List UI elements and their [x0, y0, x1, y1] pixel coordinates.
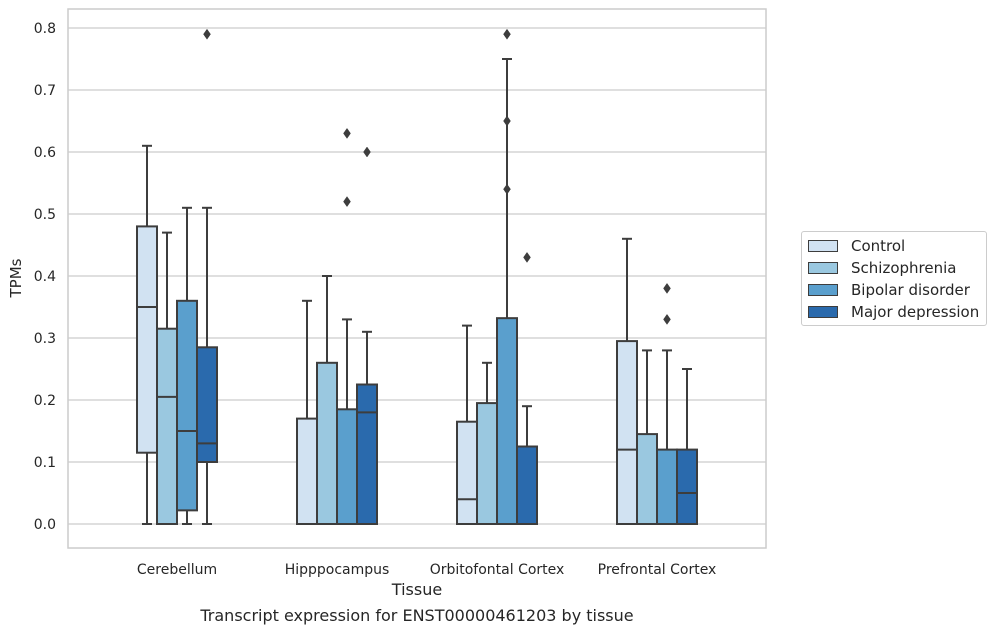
y-tick-label: 0.8 — [34, 21, 56, 37]
outlier-point — [503, 115, 511, 127]
box-bipolar-disorder — [176, 206, 198, 525]
box-major-depression — [356, 146, 378, 525]
box-body — [656, 448, 678, 526]
box-major-depression — [676, 368, 698, 526]
box-major-depression — [516, 251, 538, 525]
legend-item-major-depression: Major depression — [808, 302, 979, 322]
y-tick-label: 0.5 — [34, 207, 56, 223]
outlier-point — [663, 282, 671, 294]
box-body — [496, 317, 518, 525]
box-schizophrenia — [636, 349, 658, 526]
box-series — [136, 28, 698, 526]
x-tick-label: Cerebellum — [137, 562, 217, 578]
legend-swatch — [808, 306, 838, 318]
legend-label: Control — [851, 237, 906, 255]
box-control — [456, 324, 478, 526]
box-body — [456, 420, 478, 526]
box-body — [636, 433, 658, 526]
box-schizophrenia — [476, 361, 498, 526]
legend-swatch — [808, 240, 838, 252]
outlier-point — [363, 146, 371, 158]
x-tick-label: Prefrontal Cortex — [598, 562, 717, 578]
plot-frame — [67, 8, 767, 549]
box-bipolar-disorder — [656, 282, 678, 526]
box-body — [616, 340, 638, 525]
y-tick-label: 0.2 — [34, 393, 56, 409]
box-bipolar-disorder — [336, 127, 358, 525]
box-body — [316, 361, 338, 525]
box-body — [476, 402, 498, 526]
outlier-point — [343, 127, 351, 139]
legend-label: Bipolar disorder — [851, 281, 970, 299]
box-control — [616, 237, 638, 525]
box-schizophrenia — [156, 231, 178, 526]
legend-label: Major depression — [851, 303, 980, 321]
outlier-point — [503, 183, 511, 195]
box-body — [156, 327, 178, 526]
y-tick-label: 0.3 — [34, 331, 56, 347]
box-body — [676, 448, 698, 526]
legend-item-schizophrenia: Schizophrenia — [808, 258, 956, 278]
y-tick-label: 0.0 — [34, 517, 56, 533]
y-axis-ticks: 0.0 0.1 0.2 0.3 0.4 0.5 0.6 0.7 0.8 — [34, 21, 56, 533]
box-control — [136, 144, 158, 525]
x-axis-label: Tissue — [391, 580, 442, 599]
box-body — [136, 225, 158, 454]
box-body — [336, 408, 358, 525]
legend-item-control: Control — [808, 236, 905, 256]
y-axis-label: TPMs — [7, 258, 25, 298]
x-axis-ticks: Cerebellum Hipppocampus Orbitofontal Corte… — [137, 562, 716, 578]
legend-item-bipolar-disorder: Bipolar disorder — [808, 280, 970, 300]
y-tick-label: 0.1 — [34, 455, 56, 471]
legend-label: Schizophrenia — [851, 259, 957, 277]
y-tick-label: 0.7 — [34, 83, 56, 99]
box-bipolar-disorder — [496, 28, 518, 525]
box-control — [296, 299, 318, 526]
box-body — [196, 346, 218, 463]
y-tick-label: 0.6 — [34, 145, 56, 161]
outlier-point — [663, 313, 671, 325]
outlier-point — [203, 28, 211, 40]
outlier-point — [523, 251, 531, 263]
box-body — [356, 383, 378, 525]
box-major-depression — [196, 28, 218, 525]
y-tick-label: 0.4 — [34, 269, 56, 285]
outlier-point — [503, 28, 511, 40]
box-body — [516, 445, 538, 525]
legend-swatch — [808, 262, 838, 274]
x-tick-label: Hipppocampus — [285, 562, 390, 578]
box-body — [176, 299, 198, 512]
chart-caption: Transcript expression for ENST0000046120… — [200, 606, 634, 625]
x-tick-label: Orbitofontal Cortex — [430, 562, 565, 578]
legend-swatch — [808, 284, 838, 296]
outlier-point — [343, 196, 351, 208]
box-schizophrenia — [316, 275, 338, 525]
legend: Control Schizophrenia Bipolar disorder M… — [801, 231, 987, 326]
box-body — [296, 417, 318, 526]
